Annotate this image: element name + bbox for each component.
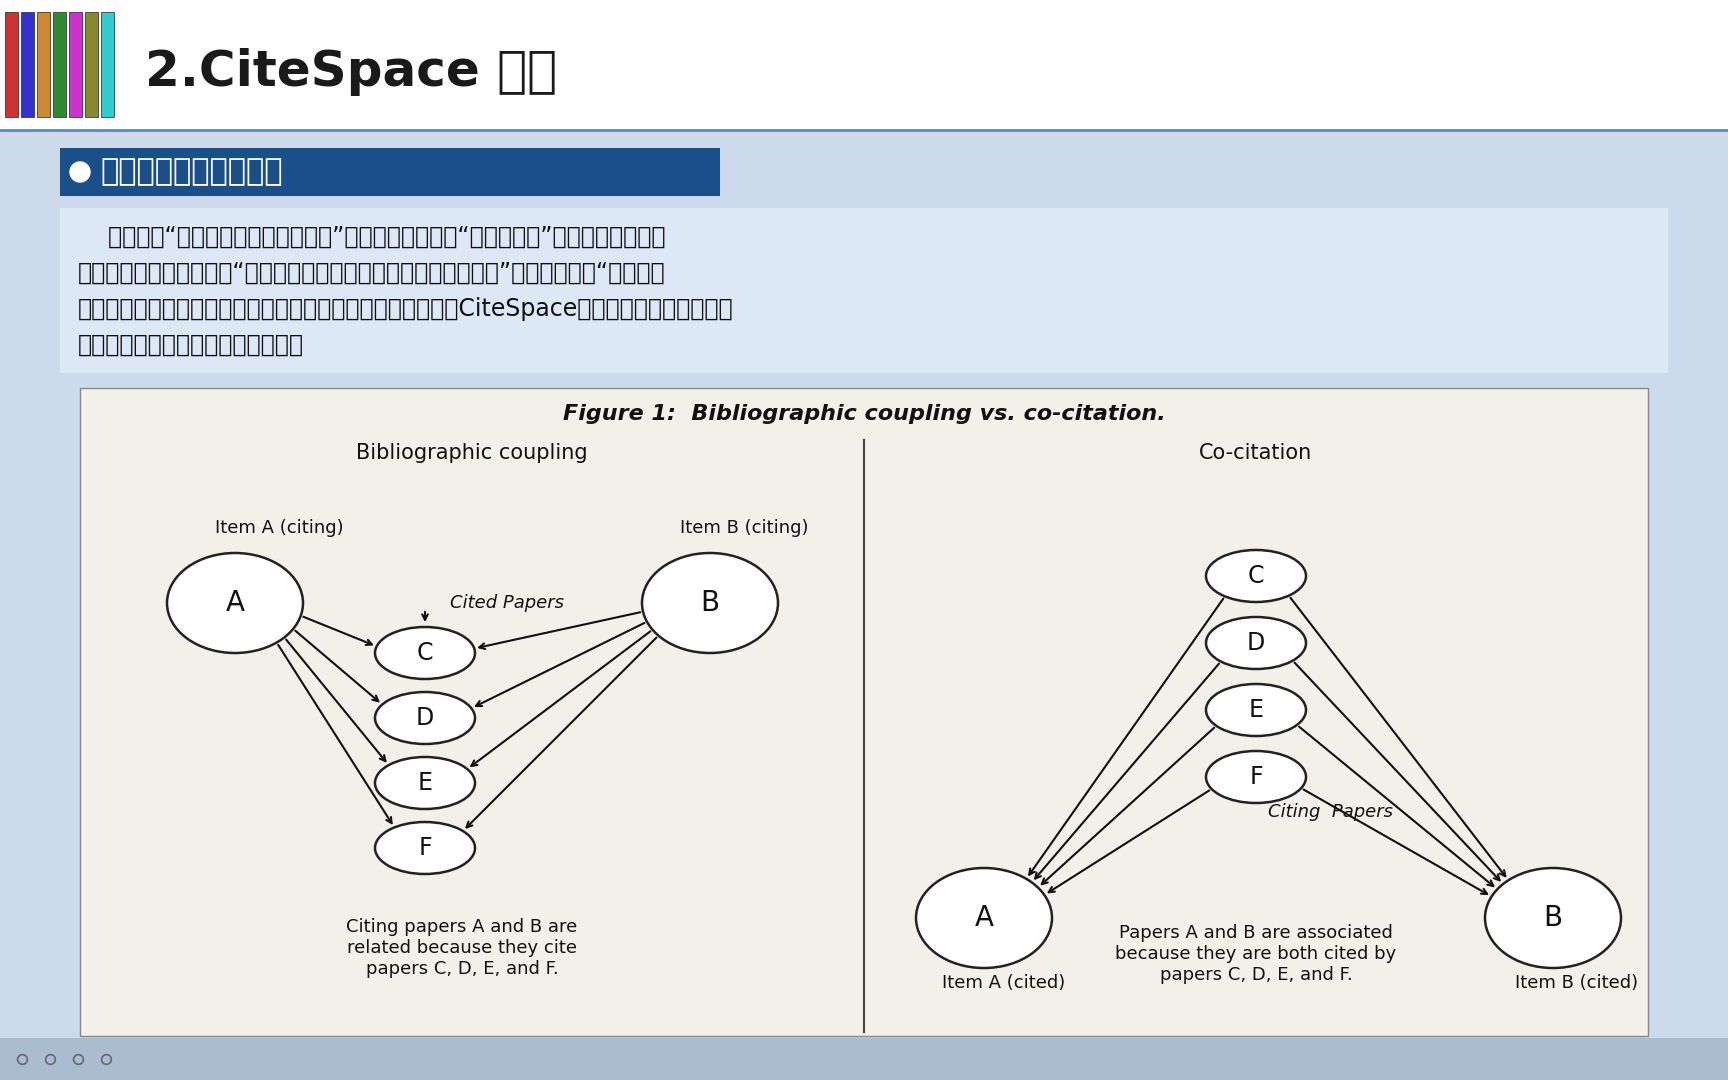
Text: 2.CiteSpace 原理: 2.CiteSpace 原理 (145, 48, 556, 96)
Text: A: A (225, 589, 244, 617)
Text: C: C (1248, 564, 1265, 588)
Text: E: E (1249, 698, 1263, 723)
FancyBboxPatch shape (21, 12, 35, 117)
Ellipse shape (1206, 751, 1306, 804)
Text: 是基于新近研究成果，随着发展知识网络也会变得越来越密。CiteSpace中的文献耀合和共被引分: 是基于新近研究成果，随着发展知识网络也会变得越来越密。CiteSpace中的文献… (78, 297, 734, 321)
Ellipse shape (1206, 684, 1306, 735)
Ellipse shape (916, 868, 1052, 968)
Text: 析功能，便是基于此理论而实现的。: 析功能，便是基于此理论而实现的。 (78, 333, 304, 357)
Ellipse shape (375, 757, 475, 809)
FancyBboxPatch shape (69, 12, 81, 117)
Text: 《科学论文网络》中形成“参考文献的模式标志科学研究前沿的本质”理论，并认为“研究前沿: 《科学论文网络》中形成“参考文献的模式标志科学研究前沿的本质”理论，并认为“研究… (78, 261, 665, 285)
FancyBboxPatch shape (54, 12, 66, 117)
FancyBboxPatch shape (0, 130, 1728, 1080)
Text: B: B (1543, 904, 1562, 932)
Ellipse shape (1484, 868, 1621, 968)
Circle shape (71, 162, 90, 183)
Text: Citing papers A and B are
related because they cite
papers C, D, E, and F.: Citing papers A and B are related becaus… (346, 918, 577, 977)
Text: A: A (975, 904, 994, 932)
Text: Co-citation: Co-citation (1199, 443, 1313, 463)
Text: Cited Papers: Cited Papers (449, 594, 563, 612)
Text: Citing  Papers: Citing Papers (1268, 804, 1393, 821)
Ellipse shape (168, 553, 302, 653)
Text: Item B (citing): Item B (citing) (681, 519, 809, 537)
Ellipse shape (375, 822, 475, 874)
Text: Papers A and B are associated
because they are both cited by
papers C, D, E, and: Papers A and B are associated because th… (1115, 924, 1396, 984)
Text: B: B (700, 589, 719, 617)
FancyBboxPatch shape (60, 148, 721, 195)
Text: 在贝尔纳“科学发展模式的网状思想”和加非尔德发明的“引文数据库”基础上，普赖斯在: 在贝尔纳“科学发展模式的网状思想”和加非尔德发明的“引文数据库”基础上，普赖斯在 (78, 225, 665, 249)
Text: F: F (418, 836, 432, 860)
Text: Item A (cited): Item A (cited) (942, 974, 1064, 993)
FancyBboxPatch shape (100, 12, 114, 117)
Text: E: E (418, 771, 432, 795)
Ellipse shape (1206, 550, 1306, 602)
FancyBboxPatch shape (5, 12, 17, 117)
Text: D: D (1248, 631, 1265, 654)
Text: C: C (416, 642, 434, 665)
Text: Item B (cited): Item B (cited) (1515, 974, 1638, 993)
Text: F: F (1249, 765, 1263, 789)
FancyBboxPatch shape (0, 0, 1728, 130)
Text: 普赖斯的科学前沿理论: 普赖斯的科学前沿理论 (100, 158, 282, 187)
FancyBboxPatch shape (60, 208, 1668, 373)
FancyBboxPatch shape (85, 12, 98, 117)
FancyBboxPatch shape (36, 12, 50, 117)
Text: Figure 1:  Bibliographic coupling vs. co-citation.: Figure 1: Bibliographic coupling vs. co-… (563, 404, 1165, 424)
Text: Bibliographic coupling: Bibliographic coupling (356, 443, 588, 463)
Text: Item A (citing): Item A (citing) (214, 519, 344, 537)
FancyBboxPatch shape (0, 1038, 1728, 1080)
FancyBboxPatch shape (79, 388, 1649, 1036)
Ellipse shape (375, 627, 475, 679)
Ellipse shape (643, 553, 778, 653)
Ellipse shape (1206, 617, 1306, 669)
Ellipse shape (375, 692, 475, 744)
Text: D: D (416, 706, 434, 730)
